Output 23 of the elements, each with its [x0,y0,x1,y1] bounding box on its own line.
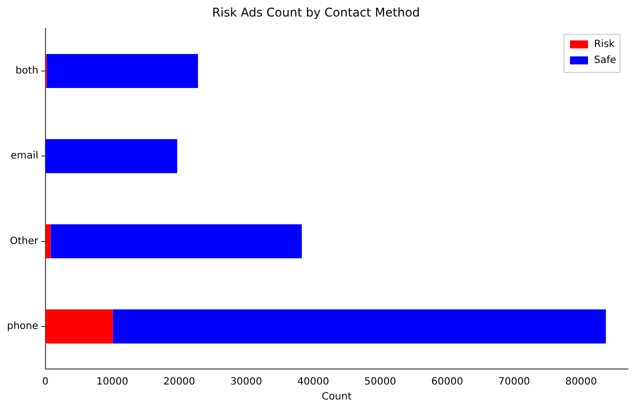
y-tick-label: email [10,150,38,162]
x-tick-label: 50000 [364,376,396,388]
bar [112,309,606,344]
x-axis-title: Count [322,392,352,403]
chart-title: Risk Ads Count by Contact Method [212,5,420,20]
legend-label: Safe [594,54,616,66]
x-tick-label: 80000 [565,376,598,388]
bar [46,54,198,88]
x-tick-label: 70000 [498,376,530,388]
y-tick-label: both [16,66,38,77]
x-tick-label: 0 [42,376,48,388]
legend-label: Risk [594,38,615,50]
x-tick-label: 10000 [96,376,128,388]
bar [45,224,51,258]
y-tick-label: phone [6,321,38,332]
x-tick-label: 60000 [431,376,464,388]
bar [45,309,113,344]
y-tick-label: Other [10,236,40,247]
bar [45,139,178,174]
x-tick-label: 30000 [230,376,262,388]
x-tick-label: 40000 [297,376,330,388]
x-tick-label: 20000 [163,376,196,388]
bar [50,224,302,258]
